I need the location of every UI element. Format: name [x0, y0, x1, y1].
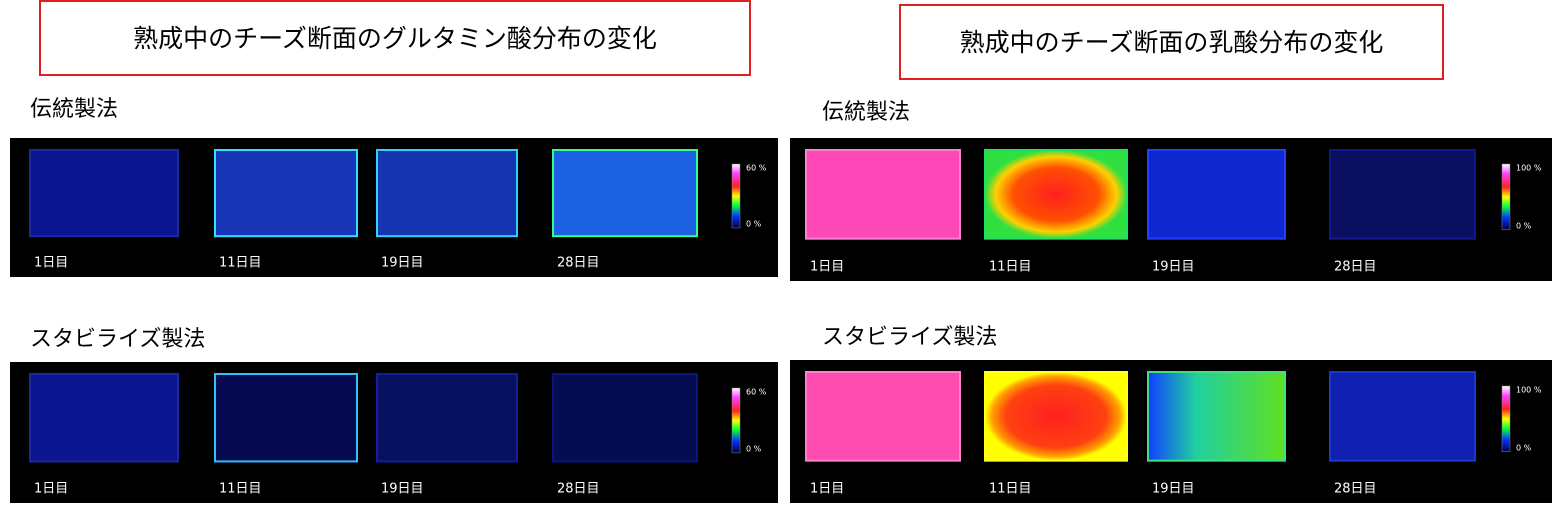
row-label: 伝統製法	[30, 97, 118, 122]
row-label: 伝統製法	[822, 100, 910, 125]
day-label: 28日目	[1334, 260, 1377, 275]
color-bar	[731, 387, 741, 454]
day-label: 11日目	[219, 482, 262, 497]
title-box	[39, 0, 751, 76]
cheese-slice	[214, 149, 358, 238]
cheese-slice	[1329, 149, 1476, 240]
scale-max: 60 %	[746, 164, 767, 173]
scale-min: 0 %	[1516, 443, 1532, 452]
color-bar	[1501, 163, 1511, 231]
cheese-slice	[29, 149, 179, 238]
day-label: 1日目	[810, 482, 844, 497]
color-bar	[731, 163, 741, 229]
day-label: 1日目	[34, 256, 68, 271]
title-box	[899, 4, 1444, 80]
panel-title: 熟成中のチーズ断面のグルタミン酸分布の変化	[133, 24, 657, 53]
day-label: 19日目	[381, 482, 424, 497]
row-label: スタビライズ製法	[30, 327, 205, 352]
day-label: 19日目	[381, 256, 424, 271]
day-label: 1日目	[810, 260, 844, 275]
scale-max: 100 %	[1516, 164, 1542, 173]
cheese-slice	[1147, 371, 1286, 462]
scale-min: 0 %	[1516, 221, 1532, 230]
cheese-slice	[984, 371, 1128, 462]
cheese-slice	[376, 149, 518, 238]
cheese-slice	[214, 373, 358, 463]
cheese-slice	[984, 149, 1128, 240]
day-label: 11日目	[219, 256, 262, 271]
panel-title: 熟成中のチーズ断面の乳酸分布の変化	[960, 28, 1384, 57]
scale-min: 0 %	[746, 444, 762, 453]
day-label: 28日目	[557, 482, 600, 497]
scale-min: 0 %	[746, 219, 762, 228]
color-bar	[1501, 385, 1511, 453]
day-label: 19日目	[1152, 260, 1195, 275]
cheese-slice	[376, 373, 518, 463]
cheese-slice	[552, 149, 698, 238]
cheese-slice	[552, 373, 698, 463]
cheese-slice	[805, 149, 961, 240]
scale-max: 60 %	[746, 388, 767, 397]
day-label: 28日目	[1334, 482, 1377, 497]
cheese-slice	[29, 373, 179, 463]
scale-max: 100 %	[1516, 386, 1542, 395]
cheese-slice	[1147, 149, 1286, 240]
cheese-slice	[805, 371, 961, 462]
day-label: 19日目	[1152, 482, 1195, 497]
day-label: 11日目	[989, 482, 1032, 497]
day-label: 1日目	[34, 482, 68, 497]
row-label: スタビライズ製法	[822, 325, 997, 350]
day-label: 28日目	[557, 256, 600, 271]
day-label: 11日目	[989, 260, 1032, 275]
cheese-slice	[1329, 371, 1476, 462]
